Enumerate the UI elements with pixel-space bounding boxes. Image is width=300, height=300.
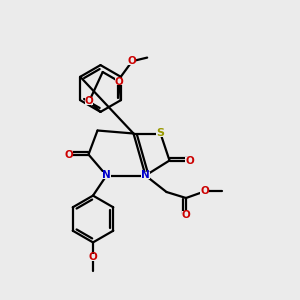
- Text: O: O: [128, 56, 136, 66]
- Bar: [89, 254, 97, 261]
- Bar: [102, 172, 111, 179]
- Text: S: S: [157, 128, 164, 139]
- Text: O: O: [85, 96, 94, 106]
- Bar: [182, 211, 190, 218]
- Bar: [115, 78, 124, 85]
- Text: N: N: [102, 170, 111, 181]
- Text: O: O: [182, 209, 190, 220]
- Bar: [128, 58, 136, 64]
- Text: O: O: [64, 149, 73, 160]
- Bar: [200, 188, 209, 195]
- Text: O: O: [185, 155, 194, 166]
- Text: O: O: [200, 186, 209, 197]
- Bar: [156, 130, 165, 137]
- Bar: [85, 98, 93, 105]
- Bar: [141, 172, 150, 179]
- Text: O: O: [115, 76, 124, 87]
- Bar: [64, 151, 73, 158]
- Bar: [185, 157, 194, 164]
- Text: N: N: [141, 170, 150, 181]
- Text: O: O: [88, 252, 98, 262]
